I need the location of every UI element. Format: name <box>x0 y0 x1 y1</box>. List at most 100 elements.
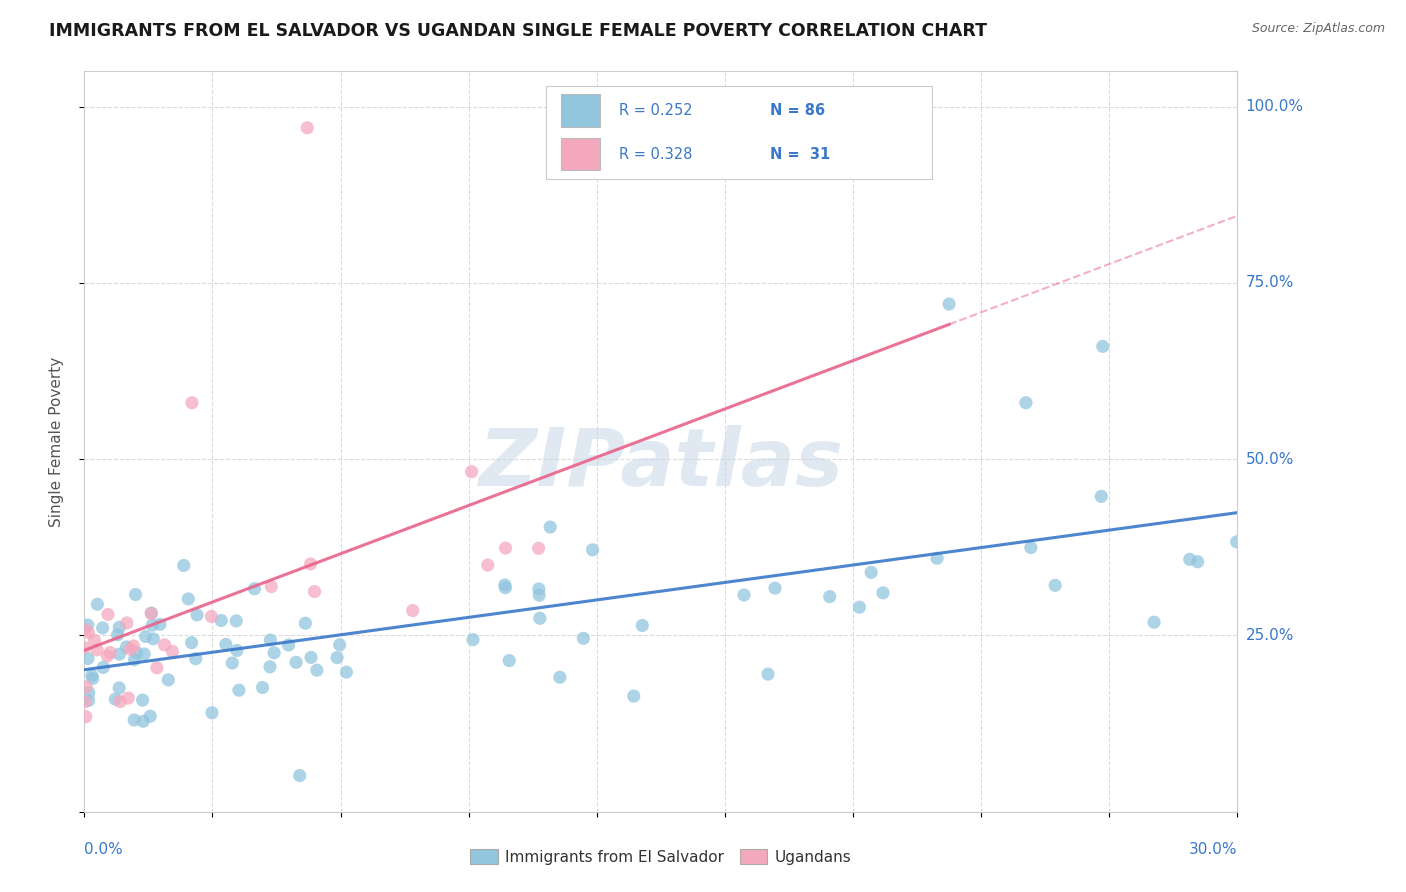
Point <box>120 642 142 657</box>
Point <box>135 629 157 643</box>
Point <box>107 628 129 642</box>
Point <box>80 668 103 682</box>
Point <box>162 644 184 658</box>
Point <box>1043 578 1066 592</box>
Point <box>259 633 281 648</box>
Text: IMMIGRANTS FROM EL SALVADOR VS UGANDAN SINGLE FEMALE POVERTY CORRELATION CHART: IMMIGRANTS FROM EL SALVADOR VS UGANDAN S… <box>49 22 987 40</box>
Point <box>529 588 551 602</box>
Point <box>294 616 316 631</box>
Point <box>115 640 138 654</box>
Point <box>494 581 516 595</box>
Point <box>73 695 96 709</box>
Point <box>299 557 322 571</box>
Point <box>146 661 169 675</box>
Point <box>209 614 232 628</box>
Point <box>77 651 100 665</box>
Point <box>1015 396 1038 410</box>
Point <box>173 558 195 573</box>
Point <box>243 582 266 596</box>
Point <box>581 542 603 557</box>
Point <box>77 625 100 640</box>
Point <box>548 670 571 684</box>
Point <box>131 693 153 707</box>
Point <box>83 633 105 648</box>
Point <box>91 660 114 674</box>
Point <box>848 600 870 615</box>
Point <box>529 611 551 625</box>
Point <box>75 680 97 694</box>
Point <box>326 650 349 665</box>
Point <box>86 597 108 611</box>
Text: 30.0%: 30.0% <box>1189 842 1237 857</box>
Point <box>1091 339 1114 353</box>
Point <box>73 640 96 655</box>
Point <box>304 584 326 599</box>
Point <box>122 639 145 653</box>
Point <box>527 541 550 556</box>
Text: Source: ZipAtlas.com: Source: ZipAtlas.com <box>1251 22 1385 36</box>
Point <box>631 618 654 632</box>
Point <box>108 647 131 661</box>
Point <box>77 686 100 700</box>
Point <box>122 713 145 727</box>
Point <box>125 646 148 660</box>
Point <box>97 607 120 622</box>
Point <box>477 558 499 573</box>
Point <box>860 566 883 580</box>
Point <box>215 637 238 651</box>
Point <box>252 681 274 695</box>
Point <box>263 646 285 660</box>
Point <box>226 643 249 657</box>
Point <box>299 650 322 665</box>
Point <box>763 581 786 595</box>
Point <box>177 591 200 606</box>
Point <box>104 692 127 706</box>
Point <box>108 620 131 634</box>
Point <box>297 120 319 135</box>
Point <box>1226 534 1249 549</box>
Point <box>305 663 328 677</box>
Point <box>461 632 484 647</box>
Point <box>1143 615 1166 630</box>
Point <box>201 706 224 720</box>
Point <box>572 632 595 646</box>
Point <box>139 709 162 723</box>
Point <box>153 638 176 652</box>
Point <box>76 618 98 632</box>
Text: 0.0%: 0.0% <box>84 842 124 857</box>
Point <box>132 714 155 729</box>
Point <box>818 590 841 604</box>
Text: 50.0%: 50.0% <box>1246 451 1294 467</box>
Legend: Immigrants from El Salvador, Ugandans: Immigrants from El Salvador, Ugandans <box>464 843 858 871</box>
Point <box>77 693 100 707</box>
Text: 25.0%: 25.0% <box>1246 628 1294 643</box>
Point <box>1187 555 1209 569</box>
Point <box>925 551 948 566</box>
Point <box>495 541 517 555</box>
Point <box>938 297 960 311</box>
Point <box>335 665 357 679</box>
Point <box>623 689 645 703</box>
Point <box>872 586 894 600</box>
Point <box>733 588 755 602</box>
Point <box>1019 541 1042 555</box>
Point <box>260 580 283 594</box>
Point <box>157 673 180 687</box>
Point <box>277 638 299 652</box>
Point <box>180 636 202 650</box>
Point <box>259 660 281 674</box>
Point <box>91 621 114 635</box>
Point <box>124 588 146 602</box>
Point <box>82 672 104 686</box>
Point <box>75 709 97 723</box>
Point <box>110 694 132 708</box>
Point <box>221 656 243 670</box>
Point <box>756 667 779 681</box>
Point <box>402 603 425 617</box>
Point <box>329 638 352 652</box>
Point <box>141 606 163 620</box>
Point <box>115 615 138 630</box>
Point <box>141 607 163 621</box>
Point <box>108 681 131 695</box>
Point <box>494 578 516 592</box>
